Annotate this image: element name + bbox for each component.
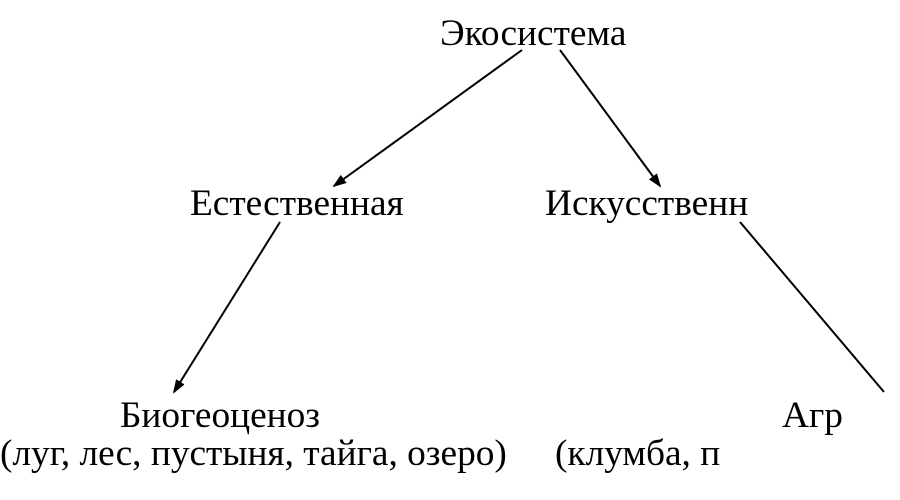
edge-root-natural	[334, 50, 522, 186]
node-biogeocenosis-examples: (луг, лес, пустыня, тайга, озеро)	[0, 432, 507, 475]
edge-artificial-agro	[740, 222, 884, 392]
node-root: Экосистема	[440, 12, 626, 55]
diagram-canvas: Экосистема Естественная Искусственн Биог…	[0, 0, 900, 500]
node-agro-examples: (клумба, п	[555, 432, 720, 475]
edge-natural-biogeo	[174, 222, 280, 392]
node-natural: Естественная	[190, 182, 404, 225]
node-artificial: Искусственн	[545, 182, 748, 225]
edge-root-artificial	[560, 50, 660, 186]
node-biogeocenosis: Биогеоценоз	[120, 394, 320, 437]
node-agro: Агр	[782, 394, 843, 437]
